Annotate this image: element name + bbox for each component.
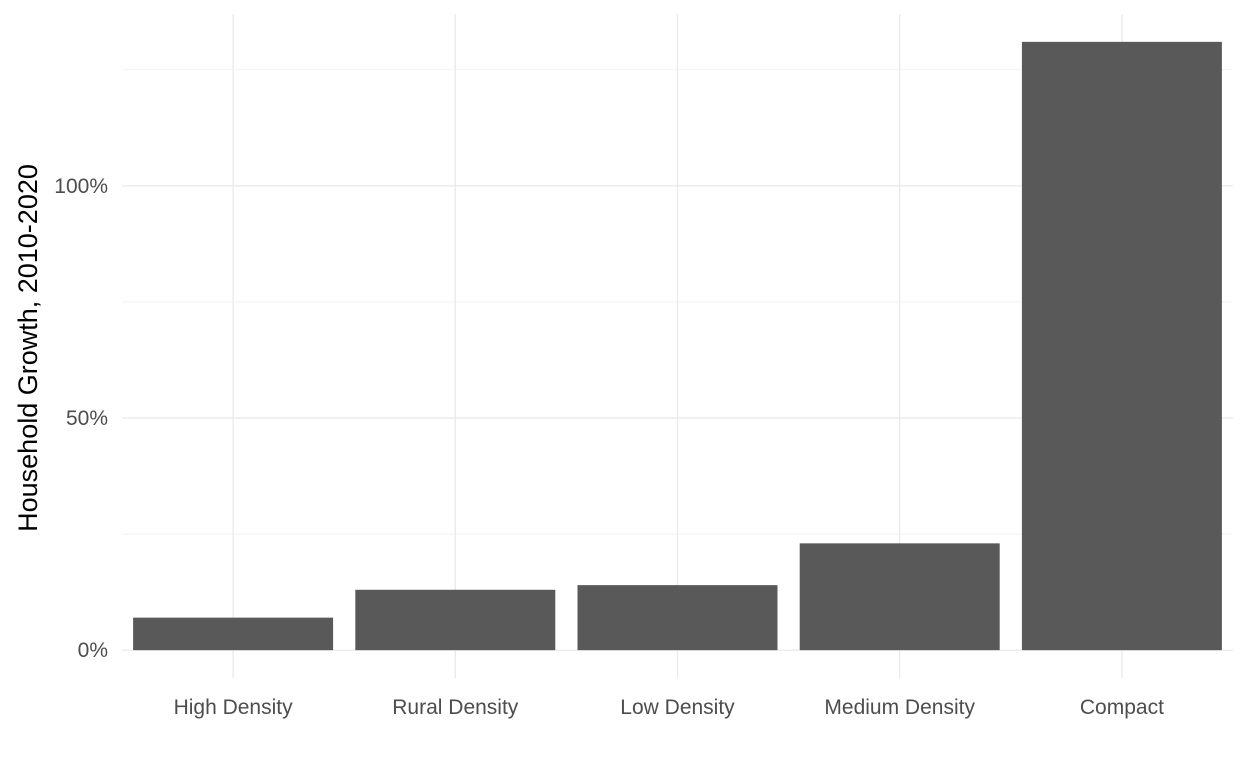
bar-high-density bbox=[133, 617, 334, 651]
x-tick-label: Medium Density bbox=[824, 696, 975, 719]
x-tick-label: Rural Density bbox=[392, 696, 519, 719]
x-tick-label: Compact bbox=[1080, 696, 1164, 719]
x-tick-label: Low Density bbox=[620, 696, 735, 719]
y-tick-label: 0% bbox=[78, 639, 108, 662]
y-tick-label: 100% bbox=[54, 175, 108, 198]
bar-low-density bbox=[577, 585, 778, 651]
bar-rural-density bbox=[355, 589, 556, 651]
bar-medium-density bbox=[799, 543, 1000, 651]
y-axis-tick-labels: 0% 50% 100% bbox=[54, 175, 108, 662]
y-tick-label: 50% bbox=[66, 407, 108, 430]
bar-compact bbox=[1021, 41, 1222, 651]
x-tick-label: High Density bbox=[174, 696, 294, 719]
y-axis-title: Household Growth, 2010-2020 bbox=[13, 164, 43, 532]
bar-layer bbox=[133, 41, 1222, 651]
x-axis-tick-labels: High Density Rural Density Low Density Medi… bbox=[174, 696, 1165, 719]
